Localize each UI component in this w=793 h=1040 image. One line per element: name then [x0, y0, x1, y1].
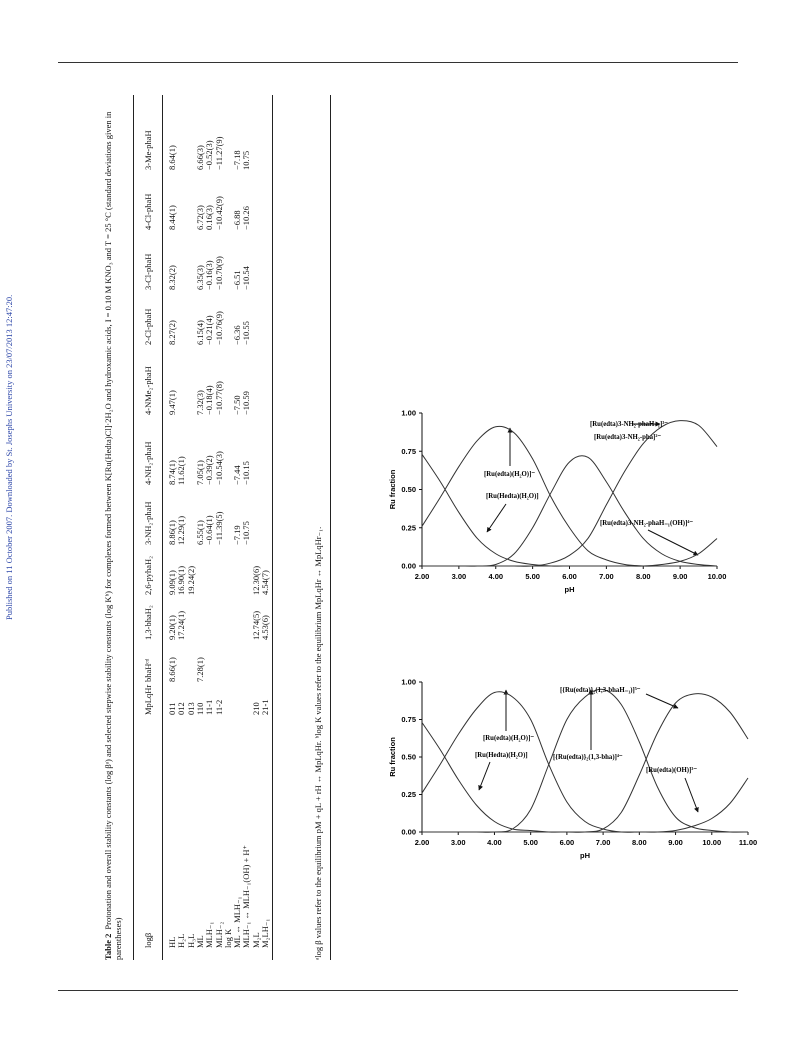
footer-rule: [58, 990, 738, 991]
species-label: [Ru(edta)(H₂O)]⁻: [483, 735, 534, 742]
x-tick-label: 7.00: [599, 572, 614, 581]
species-curve: [421, 420, 718, 567]
y-axis-label: Ru fraction: [388, 469, 397, 509]
y-tick-label: 0.75: [401, 715, 416, 724]
y-tick-label: 0.25: [401, 523, 416, 532]
y-tick-label: 0.00: [401, 828, 416, 837]
x-tick-label: 8.00: [632, 838, 647, 847]
x-axis-label: pH: [580, 851, 590, 860]
header-rule: [58, 62, 738, 63]
arrow: [645, 693, 679, 709]
arrow: [684, 777, 699, 813]
x-tick-label: 9.00: [673, 572, 688, 581]
species-label: [{Ru(edta)}₂(1,3-bhaH₋₁)]⁵⁻: [560, 687, 641, 694]
y-tick-label: 0.25: [401, 790, 416, 799]
species-label: [Ru(Hedta)(H₂O)]: [475, 752, 528, 759]
x-tick-label: 11.00: [739, 838, 757, 847]
species-curve: [421, 455, 718, 567]
species-label: [Ru(edta)3-NH₂-phaH₋₁(OH)]⁴⁻: [600, 520, 693, 527]
x-tick-label: 7.00: [596, 838, 611, 847]
x-tick-label: 6.00: [562, 572, 577, 581]
species-curve: [421, 425, 717, 567]
x-axis-label: pH: [565, 585, 575, 594]
x-tick-label: 5.00: [523, 838, 538, 847]
species-curve: [421, 722, 748, 833]
y-tick-label: 0.50: [401, 485, 416, 494]
species-label: [Ru(edta)(OH)]³⁻: [646, 767, 697, 774]
x-tick-label: 8.00: [636, 572, 651, 581]
species-curve: [421, 777, 749, 833]
species-label: [Ru(Hedta)(H₂O)]: [486, 493, 539, 500]
y-tick-label: 1.00: [401, 678, 416, 687]
x-tick-label: 5.00: [525, 572, 540, 581]
species-label: [Ru(edta)(H₂O)]⁻: [484, 471, 535, 478]
species-curve: [421, 693, 749, 833]
species-label: [Ru(edta)3-NH₂-phaH₋₁]³⁻: [590, 421, 668, 428]
x-tick-label: 9.00: [668, 838, 683, 847]
species-label: [Ru(edta)3-NH₂-pha]²⁻: [594, 434, 661, 441]
x-tick-label: 2.00: [415, 572, 430, 581]
arrow: [486, 503, 507, 533]
y-tick-label: 0.50: [401, 753, 416, 762]
y-tick-label: 0.00: [401, 562, 416, 571]
x-tick-label: 10.00: [702, 838, 721, 847]
x-tick-label: 4.00: [487, 838, 502, 847]
x-tick-label: 6.00: [560, 838, 575, 847]
x-tick-label: 2.00: [415, 838, 430, 847]
species-label: [{Ru(edta)}₂(1,3-bha)]⁴⁻: [553, 754, 623, 761]
x-tick-label: 10.00: [708, 572, 727, 581]
species-curve: [421, 454, 717, 567]
species-curve: [421, 538, 718, 567]
annotation-arrows: [478, 421, 699, 813]
y-axis-label: Ru fraction: [388, 737, 397, 777]
y-tick-label: 0.75: [401, 447, 416, 456]
species-curve: [421, 691, 748, 833]
arrow: [647, 529, 699, 556]
x-tick-label: 3.00: [452, 572, 467, 581]
y-tick-label: 1.00: [401, 409, 416, 418]
x-tick-label: 3.00: [451, 838, 466, 847]
x-tick-label: 4.00: [488, 572, 503, 581]
arrow: [478, 761, 491, 791]
